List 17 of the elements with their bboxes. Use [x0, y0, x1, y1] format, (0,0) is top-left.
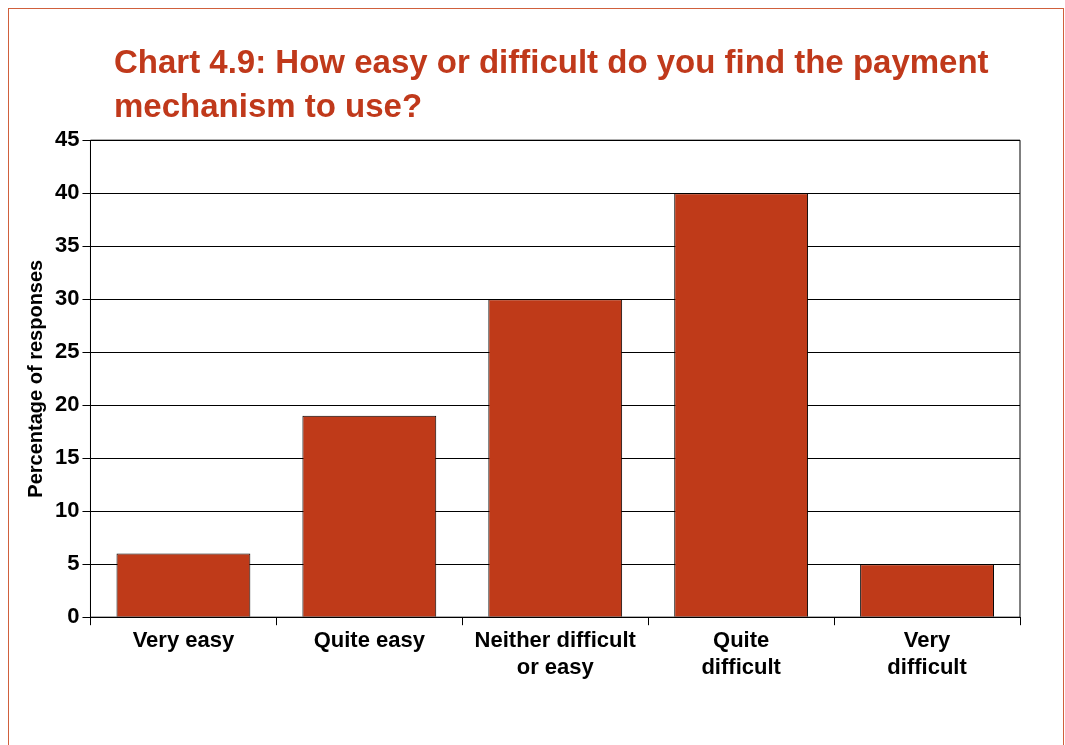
y-tick-label: 15 — [54, 444, 80, 470]
y-tick-label: 10 — [54, 497, 80, 523]
x-tick-label: Quite easy — [313, 627, 426, 653]
y-tick-label: 5 — [67, 550, 80, 576]
x-tick-label: Quite difficult — [701, 627, 782, 679]
y-tick-label: 45 — [54, 126, 80, 152]
y-tick-label: 20 — [54, 391, 80, 417]
x-tick-label: Very difficult — [887, 627, 968, 679]
chart-title: Chart 4.9: How easy or difficult do you find the payment mechanism to use? — [114, 42, 990, 126]
y-tick-label: 35 — [54, 232, 80, 258]
y-tick-label: 0 — [67, 603, 80, 629]
y-tick-label: 30 — [54, 285, 80, 311]
y-tick-label: 40 — [54, 179, 80, 205]
y-axis-title: Percentage of responses — [23, 259, 46, 498]
x-tick-label: Neither difficult or easy — [474, 627, 637, 679]
x-tick-label: Very easy — [132, 627, 235, 653]
y-tick-label: 25 — [54, 338, 80, 364]
